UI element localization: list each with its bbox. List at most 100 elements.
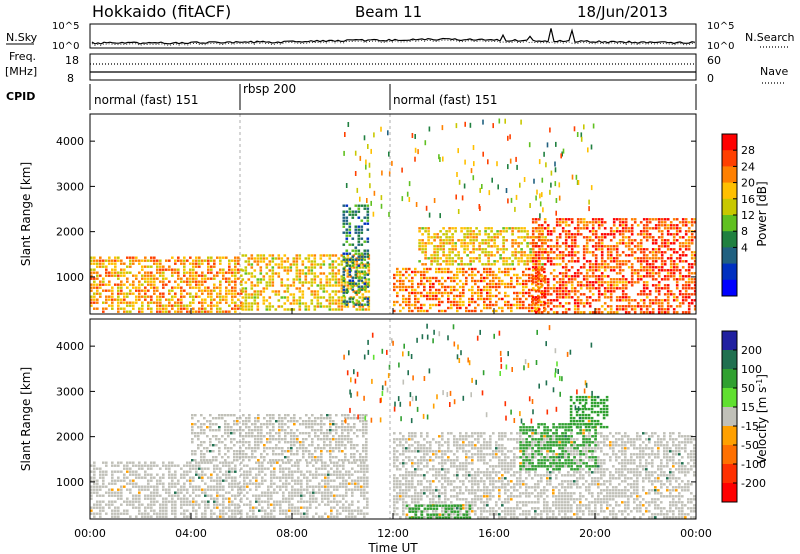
echo-cell-region-1 <box>329 447 332 450</box>
echo-cell-region-3 <box>429 267 432 271</box>
echo-cell-region-3 <box>537 276 540 280</box>
echo-cell-region-0 <box>312 473 315 476</box>
echo-cell-region-1 <box>254 417 257 420</box>
echo-cell-region-0 <box>228 491 231 494</box>
echo-cell-region-2 <box>360 303 364 306</box>
echo-cell-region-0 <box>171 500 174 503</box>
echo-cell-region-0 <box>117 259 120 262</box>
echo-cell-region-1 <box>290 441 293 444</box>
echo-cell-region-5 <box>579 233 583 236</box>
echo-cell-region-3 <box>471 288 474 292</box>
echo-cell-region-0 <box>237 256 240 259</box>
echo-cell-region-1 <box>272 414 275 417</box>
echo-cell-region-5 <box>630 233 634 236</box>
scatter-echo-cell <box>381 170 383 176</box>
echo-cell-region-5 <box>537 308 541 311</box>
echo-cell-region-0 <box>195 277 198 280</box>
echo-cell-region-0 <box>345 500 348 503</box>
echo-cell-region-0 <box>291 470 294 473</box>
echo-cell-region-5 <box>636 302 640 305</box>
echo-cell-region-0 <box>132 464 135 467</box>
echo-cell-region-1 <box>320 459 323 462</box>
echo-cell-region-1 <box>224 438 227 441</box>
scatter-echo-cell <box>401 167 403 173</box>
echo-cell-region-3 <box>426 270 429 274</box>
echo-cell-region-2 <box>363 297 367 300</box>
echo-cell-region-4 <box>463 227 466 230</box>
echo-cell-region-5 <box>555 218 559 221</box>
echo-cell-region-0 <box>177 491 180 494</box>
echo-cell-region-5 <box>660 245 664 248</box>
echo-cell-region-0 <box>96 506 99 509</box>
echo-cell-region-0 <box>114 494 117 497</box>
echo-cell-region-4 <box>475 233 478 236</box>
echo-cell-region-0 <box>348 461 351 464</box>
echo-cell-region-0 <box>162 277 165 280</box>
echo-cell-region-0 <box>225 497 228 500</box>
echo-cell-region-4 <box>460 239 463 242</box>
echo-cell-region-0 <box>105 512 108 515</box>
echo-cell-region-0 <box>195 512 198 515</box>
echo-cell-region-0 <box>342 464 345 467</box>
echo-cell-region-0 <box>192 476 195 479</box>
echo-cell-region-0 <box>111 470 114 473</box>
echo-cell-region-5 <box>597 242 601 245</box>
echo-cell-region-0 <box>138 295 141 298</box>
echo-cell-region-5 <box>600 275 604 278</box>
echo-cell-region-1 <box>320 453 323 456</box>
echo-cell-region-3 <box>393 309 396 313</box>
echo-cell-region-0 <box>234 494 237 497</box>
echo-cell-region-1 <box>319 287 323 290</box>
echo-cell-region-5 <box>534 251 538 254</box>
echo-cell-region-5 <box>648 236 652 239</box>
echo-cell-region-0 <box>126 286 129 289</box>
echo-cell-region-5 <box>669 269 673 272</box>
echo-cell-region-4 <box>421 251 424 254</box>
echo-cell-region-0 <box>99 467 102 470</box>
echo-cell-region-3 <box>405 303 408 307</box>
echo-cell-region-4 <box>520 248 523 251</box>
echo-cell-region-1 <box>254 450 257 453</box>
echo-cell-region-2 <box>351 258 355 261</box>
echo-cell-region-4 <box>442 254 445 257</box>
echo-cell-region-5 <box>624 299 628 302</box>
scatter-echo-cell <box>533 178 535 184</box>
echo-cell-region-5 <box>645 269 649 272</box>
echo-cell-region-1 <box>304 302 308 305</box>
echo-cell-region-5 <box>630 239 634 242</box>
echo-cell-region-1 <box>322 263 326 266</box>
echo-cell-region-0 <box>240 274 243 277</box>
echo-cell-region-5 <box>615 257 619 260</box>
echo-cell-region-0 <box>222 512 225 515</box>
echo-cell-region-5 <box>597 221 601 224</box>
echo-cell-region-3 <box>534 303 537 307</box>
echo-cell-region-1 <box>233 456 236 459</box>
echo-cell-region-1 <box>251 456 254 459</box>
echo-cell-region-4 <box>502 227 505 230</box>
echo-cell-region-5 <box>600 272 604 275</box>
echo-cell-region-1 <box>298 278 302 281</box>
echo-cell-region-0 <box>336 485 339 488</box>
echo-cell-region-1 <box>277 254 281 257</box>
echo-cell-region-0 <box>180 262 183 265</box>
echo-cell-region-5 <box>600 260 604 263</box>
echo-cell-region-0 <box>261 482 264 485</box>
scatter-echo-cell <box>560 153 562 159</box>
echo-cell-region-5 <box>621 305 625 308</box>
echo-cell-region-3 <box>486 294 489 298</box>
echo-cell-region-1 <box>313 308 317 311</box>
echo-cell-region-5 <box>639 308 643 311</box>
echo-cell-region-4 <box>460 227 463 230</box>
echo-cell-region-1 <box>284 414 287 417</box>
echo-cell-region-2 <box>366 204 370 207</box>
echo-cell-region-0 <box>138 280 141 283</box>
echo-cell-region-4 <box>508 263 511 266</box>
echo-cell-region-4 <box>427 239 430 242</box>
echo-cell-region-1 <box>257 435 260 438</box>
echo-cell-region-5 <box>687 242 691 245</box>
echo-cell-region-3 <box>465 306 468 310</box>
echo-cell-region-0 <box>174 262 177 265</box>
echo-cell-region-0 <box>90 283 93 286</box>
echo-cell-region-2 <box>366 261 370 264</box>
echo-cell-region-0 <box>177 256 180 259</box>
